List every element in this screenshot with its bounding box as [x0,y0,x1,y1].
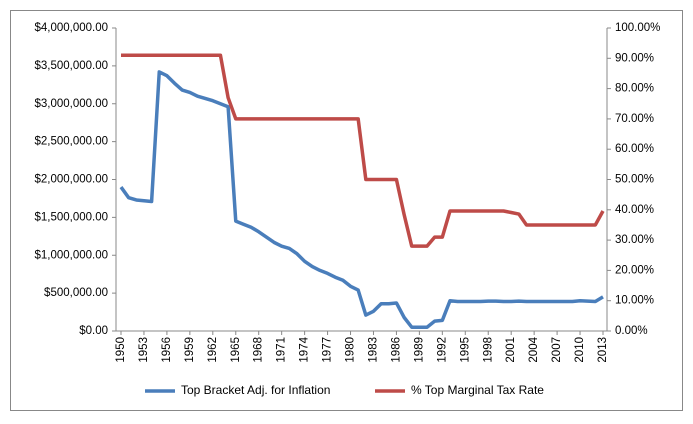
y2-tick-label: 80.00% [615,83,654,95]
x-tick-label: 2013 [597,337,609,363]
y-tick-label: $3,500,000.00 [34,60,108,72]
y-tick-label: $500,000.00 [44,287,108,299]
data-line [121,53,605,248]
x-tick-label: 1965 [230,337,242,363]
x-tick-label: 2007 [551,337,563,363]
y-tick-label: $2,500,000.00 [34,136,108,148]
x-tick-label: 1980 [345,337,357,363]
x-tick-label: 1995 [459,337,471,363]
y-tick-label: $4,000,000.00 [34,22,108,34]
y-tick-label: $3,000,000.00 [34,98,108,110]
x-tick-label: 1983 [368,337,380,363]
y2-tick-label: 40.00% [615,204,654,216]
x-tick-label: 1992 [436,337,448,363]
x-tick-label: 2004 [528,336,540,362]
y2-tick-label: 100.00% [615,22,660,34]
y-tick-label: $0.00 [79,325,108,337]
x-tick-label: 1986 [390,337,402,363]
x-tick-label: 2010 [574,337,586,363]
x-tick-label: 1977 [322,337,334,363]
y-tick-label: $1,500,000.00 [34,211,108,223]
x-tick-label: 1989 [413,337,425,363]
y-tick-label: $1,000,000.00 [34,249,108,261]
y2-tick-label: 90.00% [615,52,654,64]
y-tick-label: $2,000,000.00 [34,174,108,186]
data-line [119,70,604,329]
x-tick-label: 1959 [184,337,196,363]
x-tick-label: 1956 [161,337,173,363]
legend-label: Top Bracket Adj. for Inflation [181,383,330,397]
x-tick-label: 1998 [482,337,494,363]
y2-tick-label: 30.00% [615,234,654,246]
y2-tick-label: 0.00% [615,325,648,337]
x-tick-label: 1962 [207,337,219,363]
x-tick-label: 2001 [505,337,517,363]
x-tick-label: 1950 [115,337,127,363]
y2-tick-label: 50.00% [615,174,654,186]
x-tick-label: 1974 [299,336,311,362]
y2-tick-label: 20.00% [615,264,654,276]
y2-tick-label: 10.00% [615,295,654,307]
y2-tick-label: 60.00% [615,143,654,155]
x-tick-label: 1968 [253,337,265,363]
x-tick-label: 1971 [276,337,288,363]
legend-label: % Top Marginal Tax Rate [411,383,544,397]
chart-border [10,10,683,411]
y2-tick-label: 70.00% [615,113,654,125]
x-tick-label: 1953 [138,337,150,363]
